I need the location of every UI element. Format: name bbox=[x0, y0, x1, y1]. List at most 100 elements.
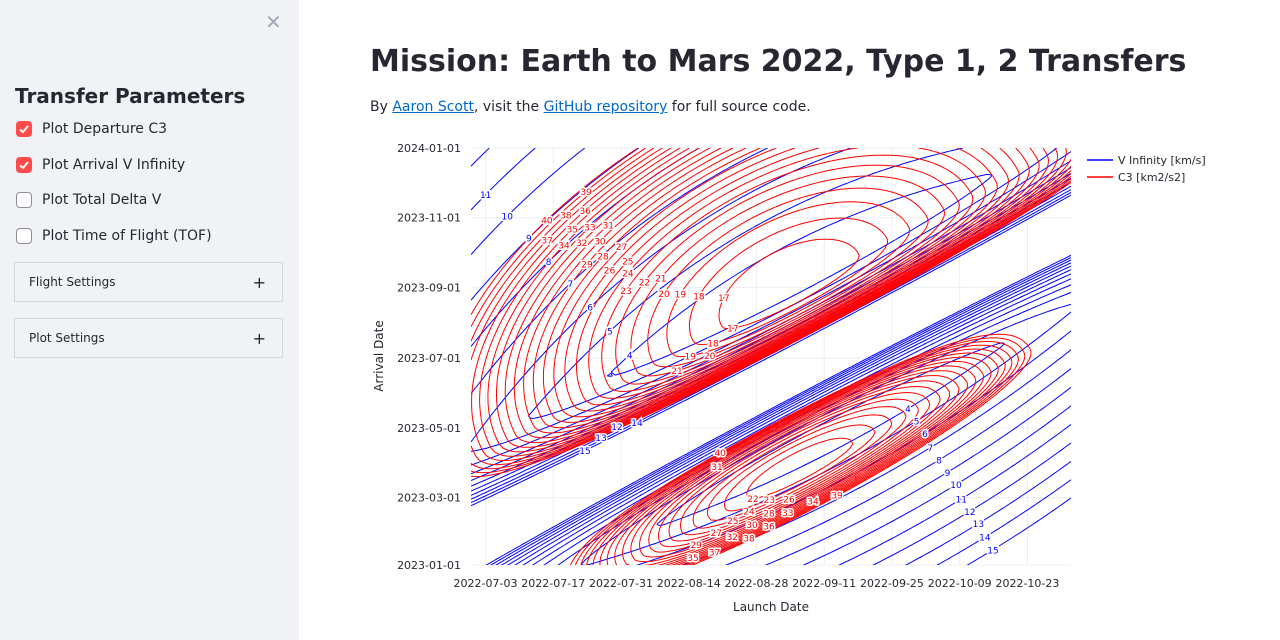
c3-contour-26 bbox=[564, 148, 1009, 536]
vinf-contour-label: 15 bbox=[987, 546, 998, 556]
c3-contour-label: 31 bbox=[711, 463, 722, 473]
x-tick-label: 2022-10-09 bbox=[928, 577, 992, 590]
y-tick-label: 2024-01-01 bbox=[397, 142, 461, 155]
c3-contour-40 bbox=[471, 148, 1071, 565]
checkbox-label: Plot Departure C3 bbox=[42, 121, 168, 137]
legend-item-vinf[interactable]: V Infinity [km/s] bbox=[1087, 154, 1206, 167]
c3-contour-label: 38 bbox=[743, 534, 755, 544]
x-tick-label: 2022-09-11 bbox=[792, 577, 856, 590]
c3-contour-label: 30 bbox=[746, 521, 758, 531]
c3-contour-20 bbox=[647, 187, 929, 368]
sidebar: ✕ Transfer Parameters Plot Departure C3 P… bbox=[0, 0, 299, 640]
c3-contour-label: 30 bbox=[594, 237, 606, 247]
c3-contour-label: 17 bbox=[727, 325, 738, 335]
x-axis-label: Launch Date bbox=[733, 600, 809, 614]
c3-contour-label: 29 bbox=[581, 260, 593, 270]
vinf-contour-label: 8 bbox=[936, 456, 942, 466]
vinf-contour-label: 10 bbox=[950, 481, 962, 491]
c3-contour-24 bbox=[588, 148, 986, 521]
vinf-contour-label: 4 bbox=[627, 351, 633, 361]
x-tick-label: 2022-07-03 bbox=[454, 577, 518, 590]
c3-contour-label: 37 bbox=[709, 548, 720, 558]
sidebar-title: Transfer Parameters bbox=[15, 84, 246, 108]
x-tick-label: 2022-08-14 bbox=[657, 577, 721, 590]
vinf-contour-label: 11 bbox=[480, 191, 491, 201]
vinf-contour-label: 11 bbox=[956, 495, 967, 505]
c3-contour-label: 27 bbox=[616, 243, 627, 253]
checkbox-label: Plot Time of Flight (TOF) bbox=[42, 227, 212, 244]
y-axis-label: Arrival Date bbox=[372, 320, 386, 391]
checkbox-plot-arrival-v-infinity[interactable]: Plot Arrival V Infinity bbox=[16, 156, 185, 173]
x-tick-label: 2022-07-17 bbox=[521, 577, 585, 590]
checkbox-plot-departure-c3[interactable]: Plot Departure C3 bbox=[16, 121, 167, 137]
legend-item-c3[interactable]: C3 [km2/s2] bbox=[1087, 171, 1185, 184]
y-tick-label: 2023-07-01 bbox=[397, 352, 461, 365]
c3-contour-label: 39 bbox=[831, 491, 843, 501]
c3-contour-label: 22 bbox=[639, 278, 650, 288]
expander-label: Flight Settings bbox=[29, 275, 116, 289]
c3-contour-label: 35 bbox=[566, 226, 577, 236]
c3-contour-label: 20 bbox=[704, 352, 716, 362]
vinf-contour-label: 7 bbox=[928, 444, 934, 454]
close-sidebar-icon[interactable]: ✕ bbox=[265, 10, 282, 34]
c3-contour-label: 18 bbox=[693, 292, 705, 302]
c3-contour-34 bbox=[487, 148, 1071, 565]
c3-contour-38 bbox=[471, 148, 1071, 565]
c3-contour-label: 37 bbox=[541, 237, 552, 247]
c3-contour-label: 38 bbox=[560, 211, 572, 221]
checkbox-unchecked-icon[interactable] bbox=[16, 227, 32, 244]
c3-contour-label: 28 bbox=[763, 509, 775, 519]
checkbox-plot-time-of-flight-tof-[interactable]: Plot Time of Flight (TOF) bbox=[16, 227, 212, 244]
c3-contour-label: 36 bbox=[579, 207, 591, 217]
c3-contour-label: 17 bbox=[718, 294, 729, 304]
x-tick-label: 2022-09-25 bbox=[860, 577, 924, 590]
github-link[interactable]: GitHub repository bbox=[543, 99, 668, 115]
vinf-contour-label: 13 bbox=[973, 520, 984, 530]
c3-contour-label: 36 bbox=[763, 522, 775, 532]
author-link[interactable]: Aaron Scott bbox=[392, 99, 474, 115]
c3-contour-label: 23 bbox=[764, 496, 775, 506]
c3-contour-label: 27 bbox=[710, 529, 721, 539]
vinf-contour-label: 14 bbox=[979, 534, 991, 544]
x-tick-label: 2022-08-28 bbox=[725, 577, 789, 590]
c3-contour-label: 39 bbox=[580, 188, 592, 198]
vinf-contour-label: 9 bbox=[945, 469, 951, 479]
c3-contour-39 bbox=[471, 148, 1071, 565]
c3-contour-label: 34 bbox=[807, 497, 819, 507]
vinf-contour-label: 5 bbox=[914, 417, 920, 427]
checkbox-plot-total-delta-v[interactable]: Plot Total Delta V bbox=[16, 192, 161, 208]
flight-settings-expander[interactable]: Flight Settings + bbox=[14, 262, 283, 302]
c3-contour-label: 22 bbox=[747, 495, 758, 505]
y-tick-label: 2023-05-01 bbox=[397, 422, 461, 435]
c3-contour-label: 40 bbox=[541, 216, 553, 226]
vinf-contour-label: 6 bbox=[922, 430, 928, 440]
c3-contour-37 bbox=[471, 148, 1071, 565]
c3-contour-28 bbox=[542, 148, 1030, 548]
checkbox-checked-icon[interactable] bbox=[16, 121, 32, 137]
expander-label: Plot Settings bbox=[29, 331, 105, 345]
checkbox-checked-icon[interactable] bbox=[16, 156, 32, 173]
byline-text: for full source code. bbox=[667, 99, 811, 115]
checkbox-unchecked-icon[interactable] bbox=[16, 192, 32, 208]
vinf-contour-15 bbox=[471, 194, 1071, 565]
c3-contour-label: 20 bbox=[658, 290, 670, 300]
c3-contour-27 bbox=[553, 148, 1020, 542]
vinf-contour-label: 12 bbox=[964, 508, 975, 518]
c3-contour-32 bbox=[504, 148, 1067, 565]
c3-contour-label: 26 bbox=[783, 495, 795, 505]
c3-contour-label: 24 bbox=[743, 508, 755, 518]
c3-contour-label: 28 bbox=[597, 252, 609, 262]
c3-contour-label: 21 bbox=[655, 275, 666, 285]
c3-contour-25 bbox=[576, 148, 998, 529]
c3-contour-label: 33 bbox=[584, 223, 595, 233]
y-tick-label: 2023-01-01 bbox=[397, 559, 461, 572]
c3-contour-label: 25 bbox=[622, 257, 633, 267]
vinf-contour-label: 4 bbox=[905, 405, 911, 415]
vinf-contour-label: 13 bbox=[595, 434, 606, 444]
c3-contour-label: 32 bbox=[576, 239, 587, 249]
plot-settings-expander[interactable]: Plot Settings + bbox=[14, 318, 283, 358]
vinf-contour-label: 14 bbox=[631, 419, 643, 429]
c3-contour-label: 32 bbox=[727, 533, 738, 543]
vinf-contour-label: 9 bbox=[526, 234, 532, 244]
